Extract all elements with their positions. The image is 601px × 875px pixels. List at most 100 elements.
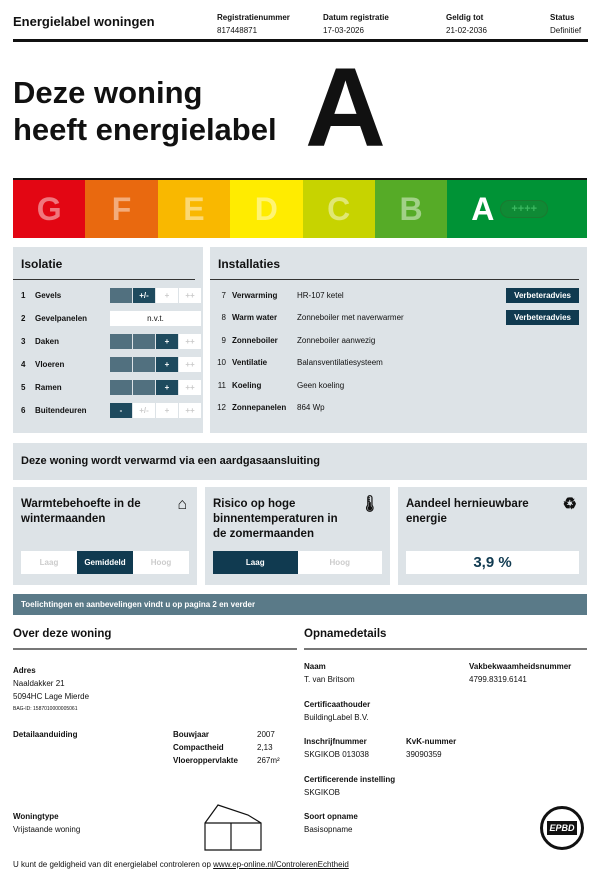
energy-class-plus: ++++ xyxy=(500,200,549,218)
installaties-title: Installaties xyxy=(210,247,579,280)
row-label: Warm water xyxy=(232,313,278,323)
row-n: 8 xyxy=(221,313,226,323)
isolatie-row: 4 Vloeren + ++ xyxy=(13,353,203,376)
row-label: Ventilatie xyxy=(232,358,268,368)
row-label: Zonneboiler xyxy=(232,335,278,345)
row-number: 4 xyxy=(21,360,26,369)
installatie-row: 10 Ventilatie Balansventilatiesysteem xyxy=(210,352,587,375)
winter-option-hoog: Hoog xyxy=(150,558,172,567)
energy-class-c: C xyxy=(302,180,375,238)
property-value: 2007 xyxy=(257,730,275,739)
rating-cell: - xyxy=(110,403,132,418)
energy-class-b: B xyxy=(374,180,448,238)
energy-class-letter: C xyxy=(327,190,351,227)
rating-cell: + xyxy=(156,357,178,372)
isolatie-row: 3 Daken + ++ xyxy=(13,330,203,353)
address: Adres Naaldakker 21 5094HC Lage Mierde BAG-… xyxy=(13,666,90,712)
registration-no: Inschrijfnummer SKGIKOB 013038 xyxy=(304,737,369,759)
property-row: Compactheid 2,13 xyxy=(173,741,280,754)
energy-class-f: F xyxy=(85,180,158,238)
energy-class-g: G xyxy=(13,180,86,238)
row-number: 2 xyxy=(21,314,26,323)
row-value: HR-107 ketel xyxy=(297,290,344,300)
row-n: 12 xyxy=(217,403,226,413)
energy-class-letter: E xyxy=(183,190,205,227)
rating-cell: +/- xyxy=(133,403,155,418)
kvk-number: KvK-nummer 39090359 xyxy=(406,737,457,759)
info-banner: Toelichtingen en aanbevelingen vindt u o… xyxy=(13,594,587,615)
house-icon: ⌂ xyxy=(177,496,187,513)
rating-cell: +/- xyxy=(133,288,155,303)
hero-heading: Deze woning heeft energielabel xyxy=(13,75,277,147)
rating-cell: ++ xyxy=(179,403,201,418)
summer-overheating-risk: Risico op hoge binnentemperaturen in de … xyxy=(205,487,390,585)
improvement-advice-button[interactable]: Verbeteradvies xyxy=(506,287,579,303)
rating-cell: + xyxy=(156,403,178,418)
rating-cell: ++ xyxy=(179,334,201,349)
summer-title: Risico op hoge binnentemperaturen in de … xyxy=(213,498,338,540)
renewable-value: 3,9 % xyxy=(473,554,512,571)
row-label: Verwarming xyxy=(232,290,278,300)
rating-scale: + ++ xyxy=(110,357,201,372)
woning-title: Over deze woning xyxy=(13,628,297,650)
row-value: n.v.t. xyxy=(110,311,201,326)
gas-connection-notice: Deze woning wordt verwarmd via een aardg… xyxy=(13,443,587,480)
rating-cell xyxy=(110,357,132,372)
rating-cell: ++ xyxy=(179,380,201,395)
row-value: Balansventilatiesysteem xyxy=(297,358,383,368)
summer-option-hoog: Hoog xyxy=(329,558,350,567)
registration-date: Datum registratie 17-03-2026 xyxy=(323,13,389,35)
row-label: Zonnepanelen xyxy=(232,403,287,413)
row-number: 1 xyxy=(21,291,26,300)
rating-cell xyxy=(133,380,155,395)
assessor-name: Naam T. van Britsom xyxy=(304,662,355,684)
rating-cell xyxy=(110,334,132,349)
winter-title: Warmtebehoefte in de wintermaanden xyxy=(21,498,141,525)
row-number: 5 xyxy=(21,383,26,392)
property-label: Vloeroppervlakte xyxy=(173,756,238,765)
renewable-share: Aandeel hernieuwbare energie ♻ 3,9 % xyxy=(398,487,587,585)
competence-number: Vakbekwaamheidsnummer 4799.8319.6141 xyxy=(469,662,572,684)
energy-class-letter: G xyxy=(36,190,62,227)
certifying-body: Certificerende instelling SKGIKOB xyxy=(304,775,396,797)
rating-cell xyxy=(110,380,132,395)
row-n: 10 xyxy=(217,358,226,368)
row-number: 6 xyxy=(21,406,26,415)
installaties-panel: Installaties 7 Verwarming HR-107 ketel Verb… xyxy=(210,247,587,433)
improvement-advice-button[interactable]: Verbeteradvies xyxy=(506,310,579,326)
row-label: Koeling xyxy=(232,380,262,390)
row-value: Geen koeling xyxy=(297,380,345,390)
house-drawing-icon xyxy=(204,804,262,851)
energy-class-letter: F xyxy=(111,190,132,227)
summer-scale: Laag Hoog xyxy=(213,551,382,574)
row-n: 9 xyxy=(221,335,226,345)
rating-scale: - +/- + ++ xyxy=(110,403,201,418)
rating-cell: + xyxy=(156,380,178,395)
row-value: Zonneboiler aanwezig xyxy=(297,335,376,345)
rating-cell: + xyxy=(156,334,178,349)
isolatie-row: 6 Buitendeuren - +/- + ++ xyxy=(13,399,203,422)
rating-scale: +/- + ++ xyxy=(110,288,201,303)
installatie-row: 7 Verwarming HR-107 ketel Verbeteradvies xyxy=(210,284,587,307)
document-title: Energielabel woningen xyxy=(13,14,155,29)
installatie-row: 9 Zonneboiler Zonneboiler aanwezig xyxy=(210,329,587,352)
property-label: Bouwjaar xyxy=(173,730,210,739)
energy-class-letter: D xyxy=(254,190,278,227)
energy-class-letter: B xyxy=(399,190,423,227)
footer-note: U kunt de geldigheid van dit energielabe… xyxy=(13,860,349,869)
rating-cell: ++ xyxy=(179,357,201,372)
renewable-title: Aandeel hernieuwbare energie xyxy=(406,498,529,525)
winter-scale: Laag Gemiddeld Hoog xyxy=(21,551,189,574)
renewable-value-box: 3,9 % xyxy=(406,551,579,574)
verification-link[interactable]: www.ep-online.nl/ControlerenEchtheid xyxy=(213,860,349,869)
winter-heat-demand: Warmtebehoefte in de wintermaanden ⌂ Laa… xyxy=(13,487,197,585)
isolatie-panel: Isolatie 1 Gevels +/- + ++ 2 Gevelpanelen n.v.t… xyxy=(13,247,203,433)
house-type: Woningtype Vrijstaande woning xyxy=(13,812,81,834)
energy-class-a: A ++++ xyxy=(447,180,588,238)
opname-section: Opnamedetails Naam T. van Britsom Vakbekw… xyxy=(304,628,587,850)
row-label: Daken xyxy=(35,337,60,346)
property-row: Vloeroppervlakte 267m² xyxy=(173,754,280,767)
row-label: Gevels xyxy=(35,291,62,300)
energy-class-letter: A xyxy=(471,190,495,227)
property-value: 267m² xyxy=(257,756,280,765)
